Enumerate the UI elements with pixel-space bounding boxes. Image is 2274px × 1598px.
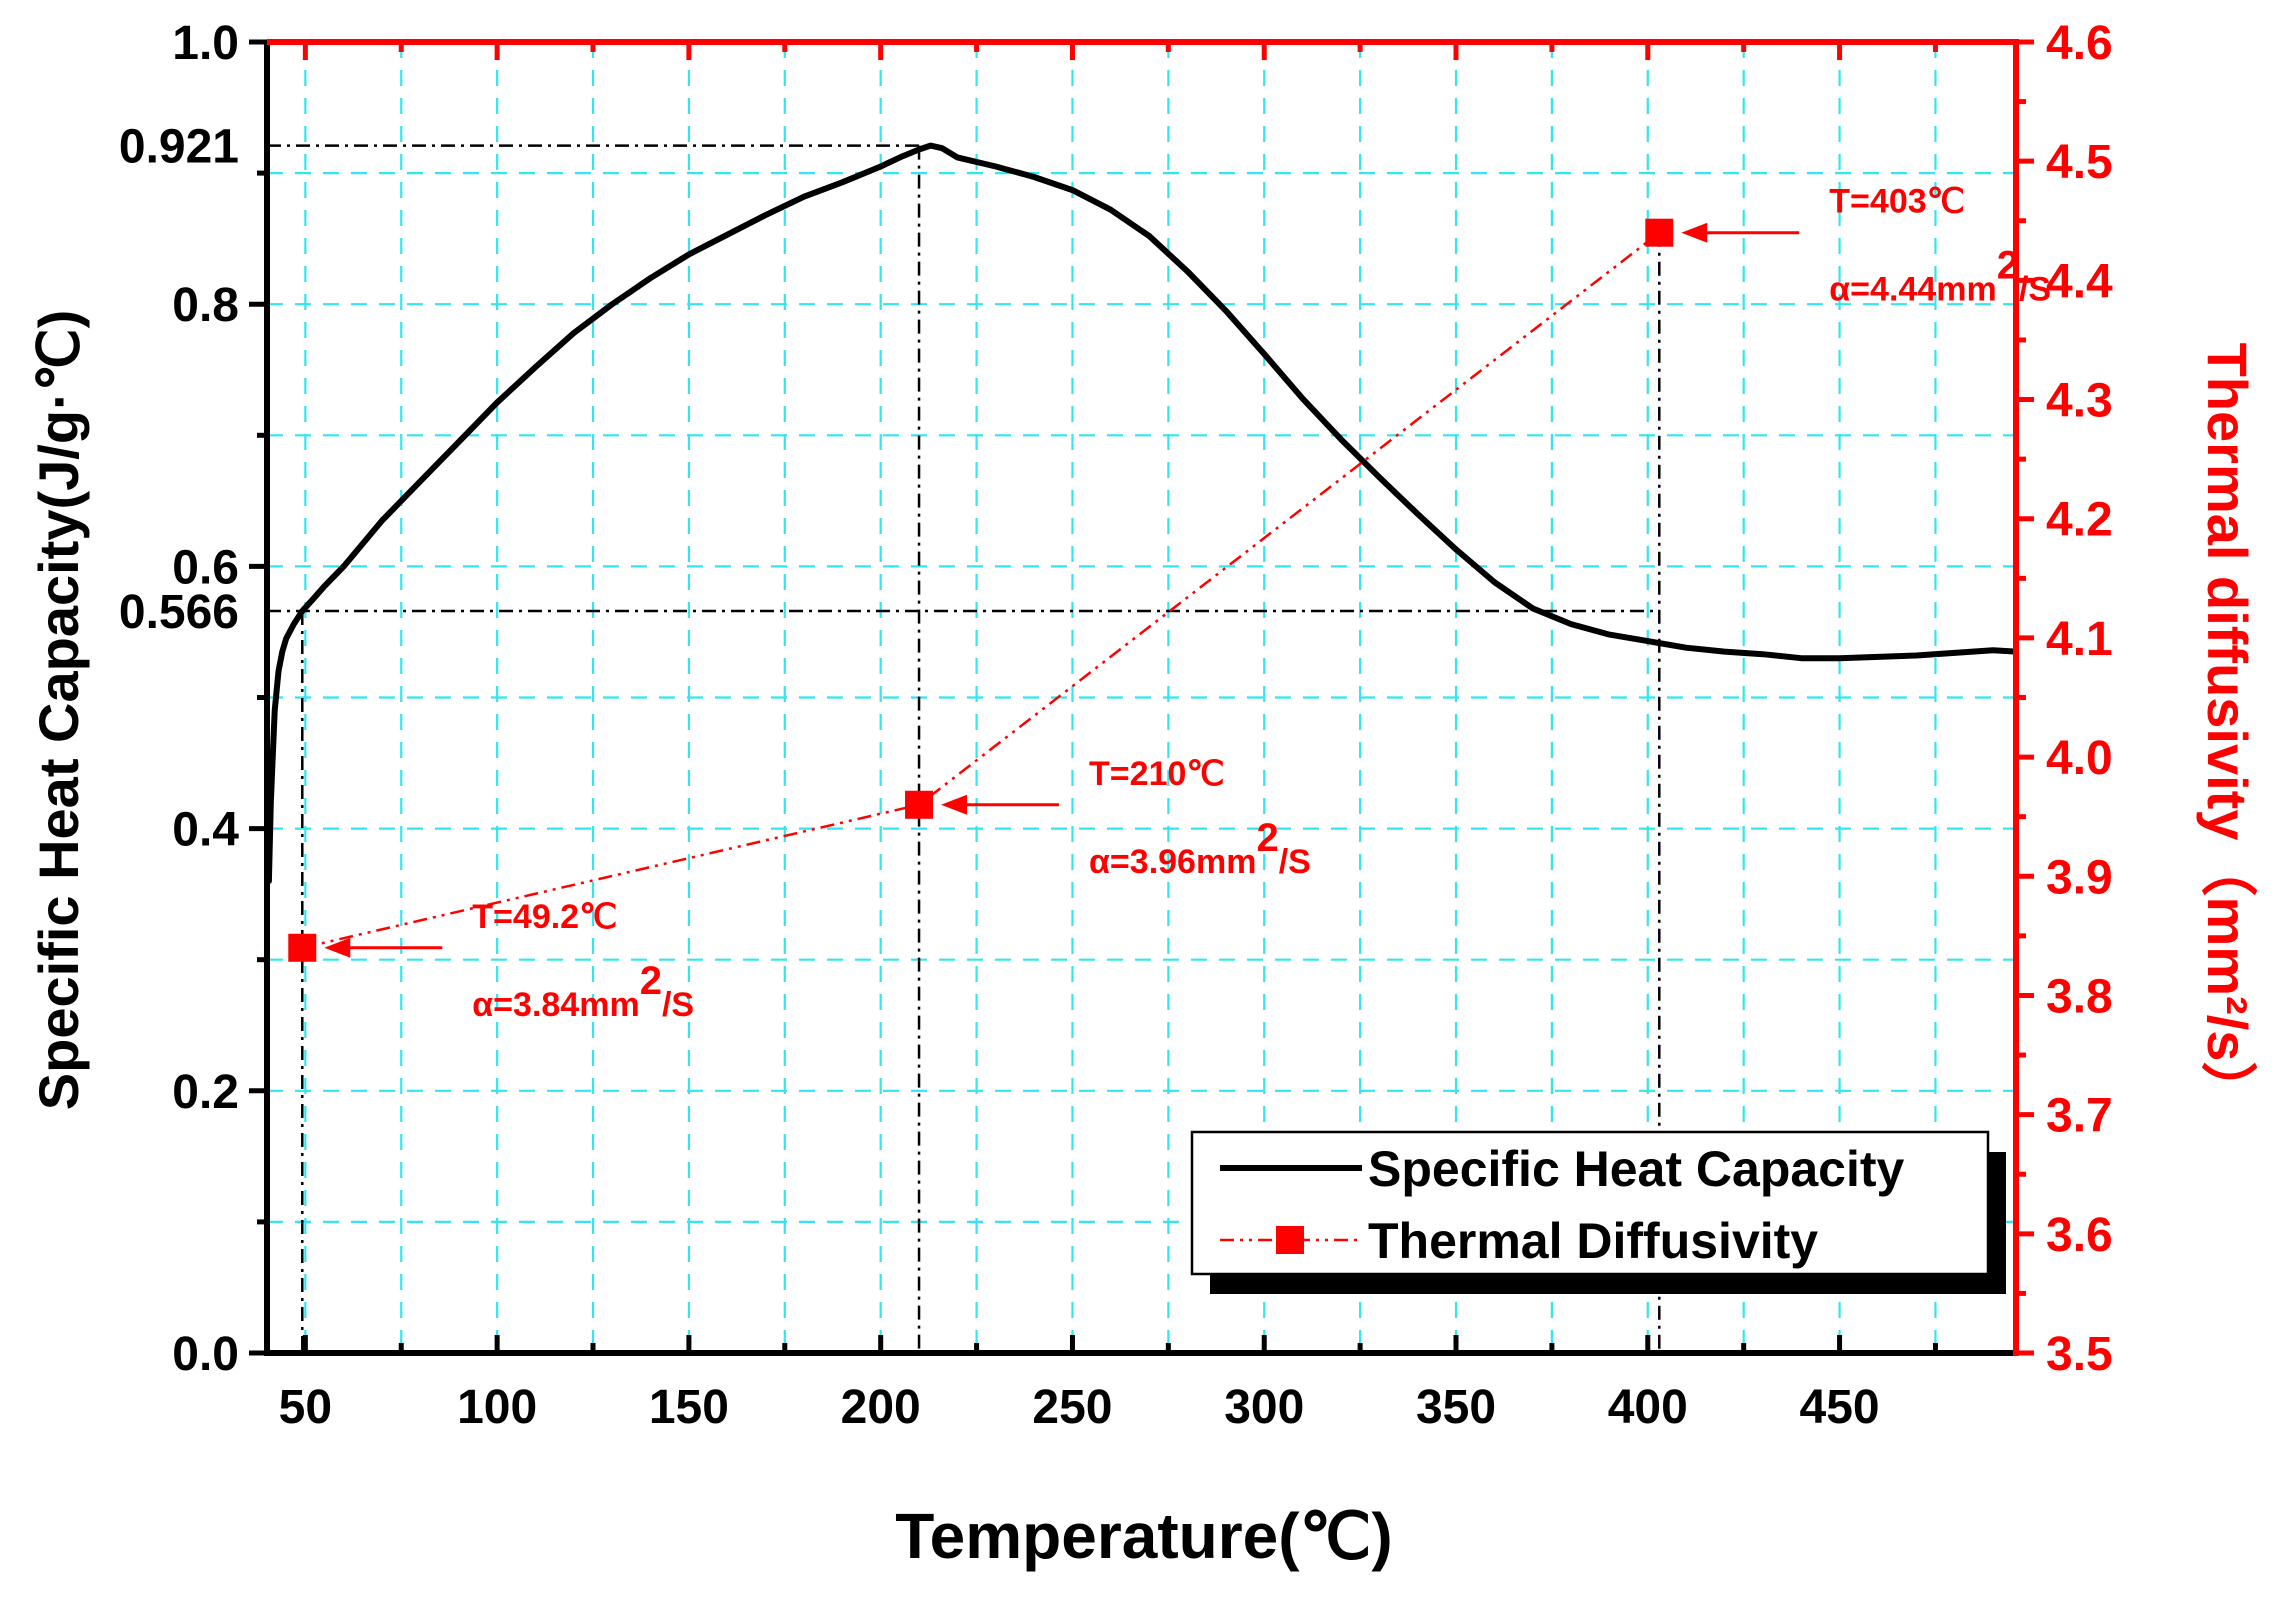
legend: Specific Heat Capacity Thermal Diffusivi… [1190, 1130, 2006, 1294]
legend-box [1190, 1130, 1990, 1276]
annotations: T=49.2℃ α=3.84mm2/S T=210℃ α=3.96mm2/S T=403… [324, 183, 2051, 1024]
x-tick-label: 250 [1032, 1381, 1112, 1434]
annotation-temperature: T=403℃ [1829, 183, 1965, 221]
annotation-diffusivity: α=4.44mm2/S [1829, 244, 2051, 309]
x-tick-label: 450 [1800, 1381, 1880, 1434]
annotation-diffusivity: α=3.96mm2/S [1089, 816, 1311, 881]
annotation-arrow-head [1681, 222, 1708, 243]
y-right-tick-label: 4.6 [2046, 17, 2113, 70]
x-tick-label: 300 [1224, 1381, 1304, 1434]
y-left-tick-label: 0.8 [172, 279, 239, 332]
data-point-thermal-diffusivity [905, 790, 934, 819]
y-left-tick-label: 0.4 [172, 804, 239, 857]
x-tick-label: 150 [649, 1381, 729, 1434]
y-right-tick-label: 3.5 [2046, 1328, 2113, 1381]
x-tick-label: 100 [457, 1381, 537, 1434]
series-line-thermal-diffusivity [302, 231, 1661, 950]
x-axis-title: Temperature(℃) [895, 1500, 1392, 1572]
y-left-tick-label: 0.6 [172, 541, 239, 594]
y-axis-left-title: Specific Heat Capacity(J/g·℃) [27, 310, 90, 1110]
axes: 50 100 150 200 250 300 350 400 4500.00.20.40.60.… [119, 17, 2113, 1434]
reference-lines [267, 144, 1661, 1353]
x-tick-label: 200 [841, 1381, 921, 1434]
annotation-temperature: T=210℃ [1089, 755, 1225, 793]
y-right-tick-label: 3.7 [2046, 1090, 2113, 1143]
y-right-tick-label: 3.8 [2046, 970, 2113, 1023]
x-tick-label: 50 [279, 1381, 332, 1434]
annotation-arrow-head [324, 937, 351, 958]
y-axis-right-title: Thermal diffusivity（mm²/s） [2196, 343, 2259, 1118]
annotation-diffusivity: α=3.84mm2/S [472, 959, 694, 1024]
legend-label-specific-heat: Specific Heat Capacity [1368, 1141, 1905, 1197]
annotation-arrow-head [941, 794, 968, 815]
y-right-tick-label: 4.0 [2046, 732, 2113, 785]
y-right-tick-label: 4.5 [2046, 136, 2113, 189]
x-tick-label: 350 [1416, 1381, 1496, 1434]
data-point-thermal-diffusivity [1645, 218, 1674, 247]
y-right-tick-label: 4.2 [2046, 494, 2113, 547]
y-left-tick-label: 1.0 [172, 17, 239, 70]
data-point-thermal-diffusivity [288, 933, 317, 962]
y-right-tick-label: 3.9 [2046, 851, 2113, 904]
y-left-extra-label: 0.566 [119, 586, 239, 639]
y-left-tick-label: 0.0 [172, 1328, 239, 1381]
y-right-tick-label: 4.3 [2046, 375, 2113, 428]
legend-label-thermal-diffusivity: Thermal Diffusivity [1368, 1213, 1818, 1269]
legend-marker-square [1276, 1226, 1304, 1254]
y-right-tick-label: 4.1 [2046, 613, 2113, 666]
x-tick-label: 400 [1608, 1381, 1688, 1434]
y-right-tick-label: 4.4 [2046, 255, 2113, 308]
series-line-specific-heat [265, 142, 2019, 884]
y-right-tick-label: 3.6 [2046, 1209, 2113, 1262]
annotation-temperature: T=49.2℃ [472, 898, 617, 936]
y-left-extra-label: 0.921 [119, 121, 239, 174]
y-left-tick-label: 0.2 [172, 1066, 239, 1119]
series [265, 142, 2019, 962]
